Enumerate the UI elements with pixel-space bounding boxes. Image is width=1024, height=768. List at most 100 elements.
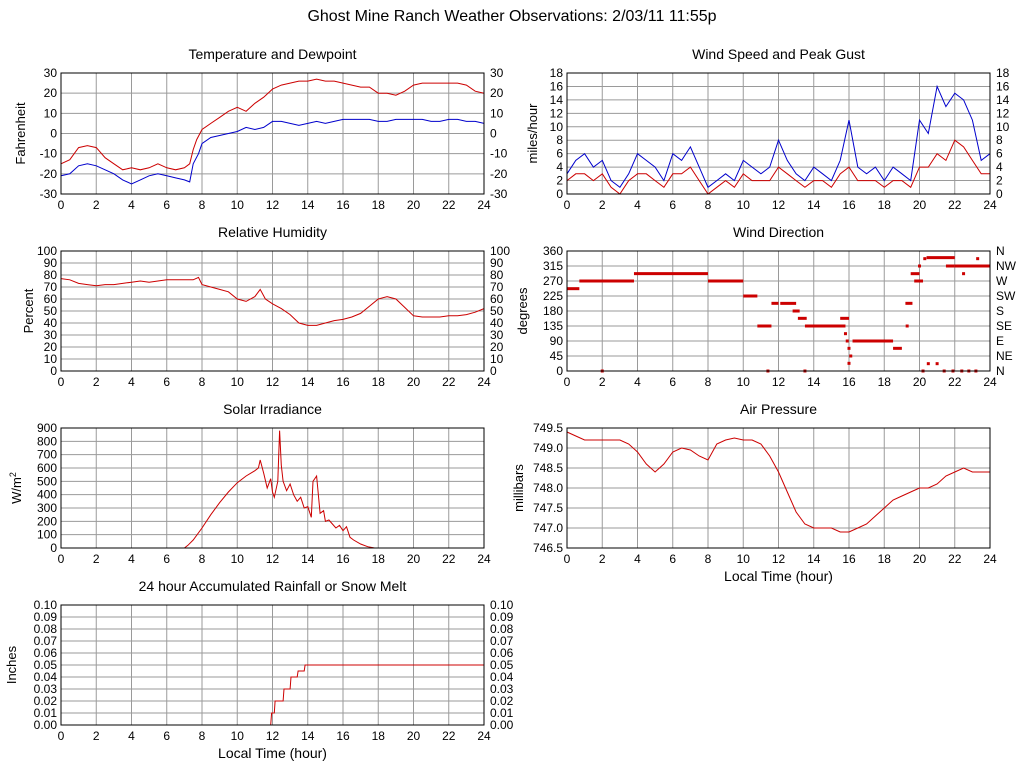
y-tick-label-right: 80: [490, 268, 504, 282]
x-tick-label: 2: [93, 198, 100, 212]
x-tick-label: 22: [442, 198, 456, 212]
y-tick-label: -20: [40, 167, 58, 181]
x-tick-label: 0: [58, 198, 65, 212]
y-tick-label: 80: [44, 268, 58, 282]
direction-point: [970, 264, 974, 268]
plot-frame: [60, 72, 485, 195]
y-tick-label: 200: [37, 514, 57, 528]
plot-frame: [60, 250, 485, 372]
y-tick-label-right: 0.00: [490, 718, 514, 732]
chart-title: Wind Direction: [733, 224, 824, 240]
x-tick-label: 14: [301, 198, 315, 212]
y-tick-label: 0.03: [34, 682, 58, 696]
x-tick-label: 2: [93, 552, 100, 566]
y-tick-label: 20: [44, 86, 58, 100]
plot-frame: [566, 427, 991, 549]
x-tick-label: 20: [407, 729, 421, 743]
y-tick-label: 0: [50, 127, 57, 141]
series-line-dewpoint: [60, 118, 485, 185]
x-tick-label: 4: [634, 198, 641, 212]
x-tick-label: 16: [842, 375, 856, 389]
x-tick-label: 16: [336, 375, 350, 389]
y-tick-label: 0.10: [34, 598, 58, 612]
x-tick-label: 16: [336, 198, 350, 212]
x-tick-label: 24: [983, 552, 997, 566]
x-tick-label: 8: [705, 198, 712, 212]
x-tick-label: 8: [199, 198, 206, 212]
x-tick-label: 18: [372, 375, 386, 389]
series-line-peak_gust: [566, 84, 991, 189]
y-tick-label: 10: [44, 106, 58, 120]
chart-rain: 24 hour Accumulated Rainfall or Snow Mel…: [4, 578, 514, 761]
x-tick-label: 24: [477, 552, 491, 566]
chart-title: 24 hour Accumulated Rainfall or Snow Mel…: [139, 578, 407, 594]
y-tick-label-right: 0.10: [490, 598, 514, 612]
y-tick-label-right: 0.03: [490, 682, 514, 696]
y-tick-label: 0.06: [34, 646, 58, 660]
x-tick-label: 10: [737, 375, 751, 389]
x-tick-label: 0: [58, 552, 65, 566]
y-tick-label-right: 60: [490, 292, 504, 306]
y-tick-label: 30: [44, 66, 58, 80]
x-tick-label: 24: [477, 198, 491, 212]
x-tick-label: 6: [163, 729, 170, 743]
x-tick-label: 24: [983, 198, 997, 212]
x-tick-label: 14: [807, 552, 821, 566]
x-tick-label: 10: [231, 552, 245, 566]
direction-point: [976, 257, 980, 261]
y-tick-label: -10: [40, 147, 58, 161]
y-tick-label-right: 0.08: [490, 622, 514, 636]
x-tick-label: 6: [669, 375, 676, 389]
x-tick-label: 12: [266, 552, 280, 566]
plot-frame: [60, 427, 485, 549]
x-tick-label: 12: [266, 729, 280, 743]
x-tick-label: 14: [301, 729, 315, 743]
y-tick-label-right: 0.04: [490, 670, 514, 684]
series-line-pressure: [566, 431, 990, 533]
x-tick-label: 6: [163, 552, 170, 566]
x-tick-label: 4: [128, 552, 135, 566]
x-tick-label: 18: [878, 552, 892, 566]
y-tick-label: 0.01: [34, 706, 58, 720]
x-tick-label: 2: [599, 552, 606, 566]
y-tick-label: 50: [44, 304, 58, 318]
y-tick-label: 300: [37, 501, 57, 515]
y-tick-label: 360: [543, 244, 563, 258]
y-tick-label: 45: [550, 349, 564, 363]
compass-label: N: [996, 244, 1005, 258]
y-tick-label: 14: [550, 93, 564, 107]
compass-label: E: [996, 334, 1004, 348]
y-tick-label: 8: [556, 133, 563, 147]
x-tick-label: 6: [669, 198, 676, 212]
y-axis-label: Inches: [4, 645, 19, 684]
y-tick-label: 90: [44, 256, 58, 270]
y-tick-label: -30: [40, 187, 58, 201]
compass-label: NW: [996, 259, 1017, 273]
x-tick-label: 20: [407, 198, 421, 212]
y-tick-label: 135: [543, 319, 563, 333]
x-tick-label: 4: [128, 375, 135, 389]
y-tick-label-right: 0.06: [490, 646, 514, 660]
chart-title: Solar Irradiance: [223, 401, 322, 417]
direction-point: [905, 324, 909, 328]
y-tick-label-right: 6: [996, 147, 1003, 161]
x-tick-label: 14: [301, 375, 315, 389]
y-tick-label: 100: [37, 528, 57, 542]
x-tick-label: 18: [878, 375, 892, 389]
x-tick-label: 10: [737, 552, 751, 566]
y-tick-label: 180: [543, 304, 563, 318]
chart-title: Relative Humidity: [218, 224, 327, 240]
series-line-temperature: [60, 78, 485, 171]
x-tick-label: 22: [948, 375, 962, 389]
y-tick-label: 20: [44, 340, 58, 354]
x-tick-label: 16: [842, 552, 856, 566]
y-tick-label-right: 0.05: [490, 658, 514, 672]
x-tick-label: 10: [231, 198, 245, 212]
x-tick-label: 14: [301, 552, 315, 566]
x-tick-label: 16: [336, 729, 350, 743]
y-tick-label-right: 0.07: [490, 634, 514, 648]
series-line-irradiance: [61, 430, 484, 549]
y-tick-label: 60: [44, 292, 58, 306]
